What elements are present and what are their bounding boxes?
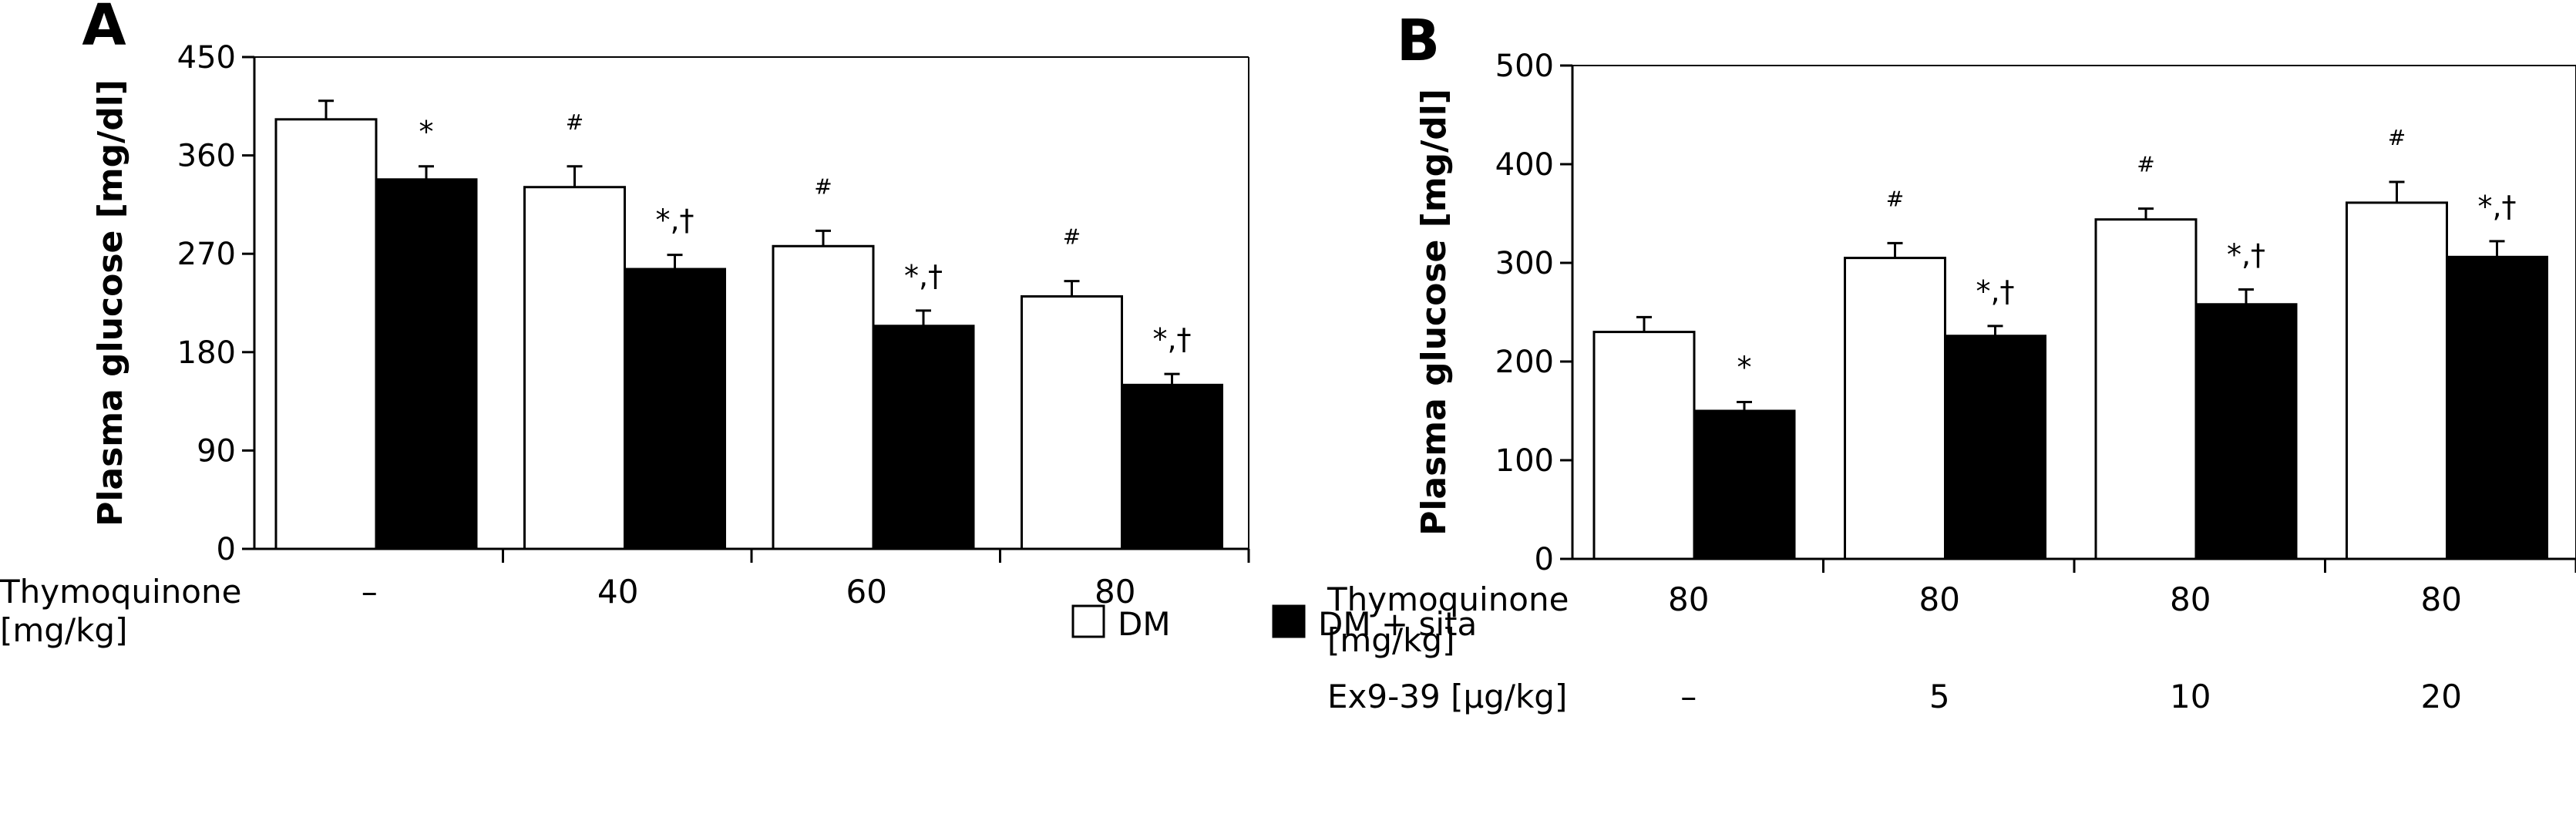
bar-dm (1844, 257, 1946, 560)
y-tick-label: 300 (1495, 246, 1554, 281)
significance-mark: # (1886, 186, 1904, 211)
y-axis-label: Plasma glucose [mg/dl] (91, 79, 130, 527)
significance-mark: * (1737, 350, 1752, 384)
legend-swatch-dm (1071, 604, 1105, 638)
y-tick-label: 0 (1535, 542, 1554, 577)
x-tick-label: 80 (1095, 573, 1135, 611)
bar-dm (2346, 201, 2448, 560)
significance-mark: # (566, 109, 583, 135)
panel-a: A Plasma glucose [mg/dl] 0 90 180 270 360 450 # #… (0, 0, 1250, 649)
y-tick-label: 360 (177, 139, 236, 174)
y-tick-label: 100 (1495, 443, 1554, 479)
bar-dm-sita (2194, 303, 2298, 560)
row-label: Thymoquinone (0, 573, 241, 611)
x-tick-label: 80 (2421, 580, 2462, 618)
bar-dm-sita (872, 325, 975, 550)
significance-mark: *,† (655, 204, 694, 237)
panel-b: B Plasma glucose [mg/dl] 0 100 200 300 400 500 #… (1327, 8, 2576, 715)
bar-dm (772, 244, 875, 550)
x-tick-label: 80 (2170, 580, 2211, 618)
row-label-unit: [mg/kg] (0, 611, 127, 649)
row-label-unit: [mg/kg] (1327, 621, 1454, 659)
x-tick-label: – (1680, 678, 1697, 715)
bar-dm (523, 186, 626, 550)
x-tick-label: 5 (1929, 678, 1950, 715)
y-tick-label: 90 (197, 433, 236, 469)
y-tick-label: 180 (177, 335, 236, 371)
panel-letter-a: A (82, 0, 126, 59)
significance-mark: * (419, 115, 434, 149)
x-tick-label: 80 (1668, 580, 1709, 618)
legend-swatch-dm-sita (1272, 604, 1306, 638)
significance-mark: # (2137, 152, 2154, 177)
row-label: Thymoquinone (1327, 580, 1569, 618)
x-tick-label: 10 (2170, 678, 2211, 715)
x-tick-label: 40 (597, 573, 638, 611)
significance-mark: *,† (2477, 190, 2516, 224)
significance-mark: # (814, 173, 832, 199)
legend-label-dm: DM (1118, 605, 1171, 643)
y-axis-label: Plasma glucose [mg/dl] (1414, 89, 1454, 536)
significance-mark: *,† (1976, 274, 2014, 308)
bar-dm-sita (1693, 409, 1796, 560)
significance-mark: # (2388, 125, 2406, 150)
x-tick-label: 20 (2421, 678, 2462, 715)
bar-dm-sita (624, 267, 726, 550)
y-tick-label: 270 (177, 237, 236, 272)
significance-mark: *,† (1152, 322, 1191, 356)
significance-mark: *,† (904, 259, 943, 293)
bar-dm-sita (1121, 383, 1223, 550)
significance-mark: *,† (2227, 238, 2265, 272)
x-tick-label: 60 (846, 573, 887, 611)
bar-dm (274, 118, 378, 550)
legend: DM DM + sita (1071, 604, 1477, 643)
row-label: Ex9-39 [μg/kg] (1327, 678, 1567, 715)
y-tick-label: 0 (217, 532, 236, 567)
significance-mark: # (1063, 224, 1081, 250)
legend-label-dm-sita: DM + sita (1318, 605, 1477, 643)
bar-dm-sita (2446, 255, 2548, 560)
panel-letter-b: B (1397, 8, 1440, 74)
bar-dm (1021, 294, 1123, 550)
y-tick-label: 200 (1495, 345, 1554, 380)
bar-dm-sita (375, 178, 478, 550)
bar-dm (1592, 331, 1696, 560)
y-tick-label: 400 (1495, 147, 1554, 183)
y-tick-label: 500 (1495, 49, 1554, 84)
bar-dm-sita (1944, 335, 2046, 560)
bar-dm (2094, 218, 2198, 560)
y-tick-label: 450 (177, 40, 236, 76)
x-tick-label: – (362, 573, 378, 611)
x-tick-label: 80 (1919, 580, 1960, 618)
